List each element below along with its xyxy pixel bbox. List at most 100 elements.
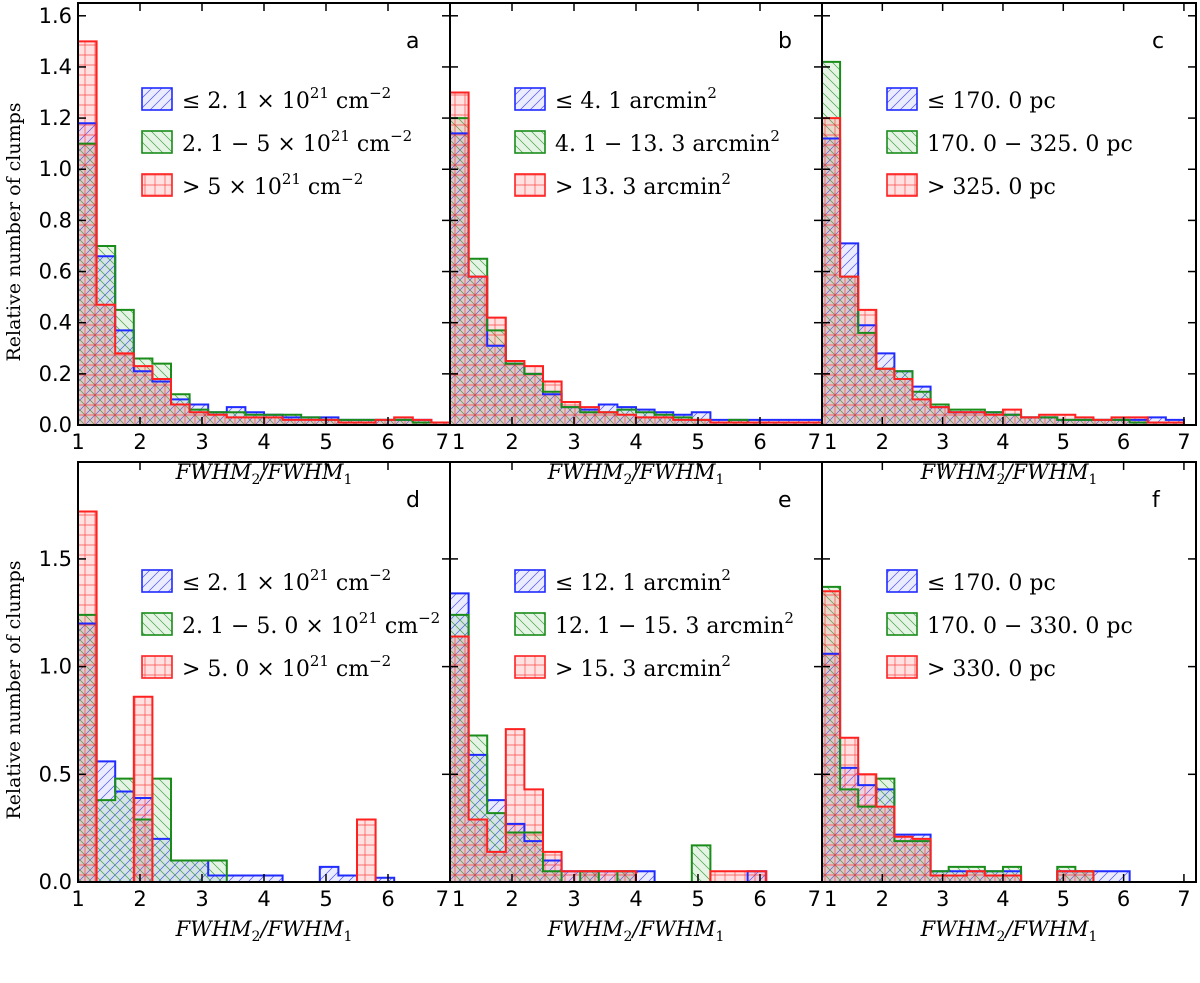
x-tick-label: 4 <box>996 430 1009 454</box>
x-tick-label: 3 <box>567 887 580 911</box>
x-tick-label: 4 <box>629 887 642 911</box>
bar-hatch-red <box>840 737 859 882</box>
x-axis-label: FWHM2/FWHM1 <box>547 460 725 488</box>
bar-hatch-red <box>912 399 931 425</box>
bar-hatch-red <box>930 875 949 882</box>
panel-a: 1 2 3 4 5 6 7 0.0 0.2 0.4 0.6 0.8 1.0 1.2 1.4 1.6 FWHM2/… <box>39 2 451 488</box>
legend-label: 2. 1 − 5 × 1021 cm−2 <box>182 127 412 157</box>
bar-hatch-red <box>133 696 153 882</box>
bar-hatch-red <box>617 871 636 882</box>
series-group <box>822 60 1185 425</box>
bar-hatch-red <box>673 419 692 425</box>
bar-hatch-blue <box>264 875 283 882</box>
x-tick-label: 5 <box>691 887 704 911</box>
panel-letter: c <box>1152 29 1164 54</box>
bar-hatch-red <box>394 417 413 425</box>
bar-hatch-red <box>729 422 748 425</box>
legend-swatch-red <box>886 655 918 679</box>
series-group <box>78 510 450 882</box>
legend-swatch-green <box>141 130 173 154</box>
x-tick-label: 7 <box>808 887 821 911</box>
legend-label: 4. 1 − 13. 3 arcmin2 <box>555 127 780 157</box>
x-tick-label: 1 <box>452 430 465 454</box>
bar-hatch-red <box>617 414 636 425</box>
x-axis-label: FWHM2/FWHM1 <box>175 917 353 945</box>
bar-hatch-green <box>152 778 171 882</box>
bar-hatch-red <box>876 368 895 425</box>
bar-hatch-red <box>78 41 97 425</box>
bar-hatch-red <box>966 412 985 425</box>
bar-hatch-red <box>636 417 655 425</box>
x-tick-label: 7 <box>1177 887 1190 911</box>
bar-hatch-green <box>691 845 711 882</box>
legend-label: 12. 1 − 15. 3 arcmin2 <box>555 609 794 639</box>
bar-hatch-red <box>357 422 376 425</box>
bar-hatch-red <box>468 276 488 425</box>
legend-swatch-red <box>141 173 173 197</box>
bar-hatch-red <box>747 871 767 882</box>
x-tick-label: 2 <box>133 430 146 454</box>
y-axis-label-top: Relative number of clumps <box>3 102 25 361</box>
x-tick-label: 1 <box>71 887 84 911</box>
series-outline-green <box>78 613 450 882</box>
bar-hatch-red <box>894 836 913 882</box>
x-tick-label: 2 <box>876 887 889 911</box>
bar-hatch-red <box>912 838 931 882</box>
legend-label: 2. 1 − 5. 0 × 1021 cm−2 <box>182 609 440 639</box>
series-group <box>450 91 822 425</box>
bar-hatch-red <box>524 366 543 425</box>
legend-swatch-blue <box>141 87 173 111</box>
x-axis-label: FWHM2/FWHM1 <box>547 917 725 945</box>
bar-hatch-green <box>189 860 209 882</box>
x-tick-label: 5 <box>1057 430 1070 454</box>
bar-hatch-red <box>505 729 525 882</box>
x-tick-label: 7 <box>808 430 821 454</box>
x-tick-label: 3 <box>195 430 208 454</box>
bar-hatch-blue <box>1093 871 1112 882</box>
bar-hatch-red <box>524 789 543 882</box>
bar-hatch-green <box>115 778 134 882</box>
bar-hatch-red <box>431 422 450 425</box>
legend-swatch-blue <box>886 569 918 593</box>
bar-hatch-red <box>264 417 283 425</box>
bar-hatch-red <box>338 422 357 425</box>
legend-swatch-green <box>514 612 546 636</box>
bar-hatch-red <box>803 422 822 425</box>
x-tick-label: 7 <box>436 887 449 911</box>
bar-hatch-blue <box>338 875 357 882</box>
x-tick-label: 2 <box>505 887 518 911</box>
y-tick-label: 1.0 <box>39 655 72 679</box>
bar-hatch-red <box>840 276 859 425</box>
bar-hatch-red <box>822 118 841 425</box>
panel-f: 1 2 3 4 5 6 7 FWHM2/FWHM1 f ≤ 170. 0 pc 170. 0 − 3… <box>821 461 1197 945</box>
legend-swatch-green <box>514 130 546 154</box>
x-tick-label: 2 <box>505 430 518 454</box>
bar-hatch-green <box>171 860 190 882</box>
bar-hatch-red <box>948 412 967 425</box>
bar-hatch-red <box>226 417 246 425</box>
y-tick-label: 0.5 <box>39 762 72 786</box>
bar-hatch-red <box>729 871 748 882</box>
bar-hatch-red <box>357 819 376 882</box>
x-axis-label: FWHM2/FWHM1 <box>175 460 353 488</box>
legend-label: ≤ 170. 0 pc <box>927 89 1056 114</box>
bar-hatch-red <box>543 381 562 425</box>
bar-hatch-red <box>1039 414 1058 425</box>
bar-hatch-red <box>450 92 469 425</box>
bar-hatch-red <box>189 412 209 425</box>
bar-hatch-red <box>948 875 967 882</box>
x-tick-label: 7 <box>436 430 449 454</box>
legend-swatch-red <box>886 173 918 197</box>
series-outline-red <box>822 590 1184 882</box>
bar-hatch-red <box>450 636 469 882</box>
x-tick-label: 4 <box>996 887 1009 911</box>
bar-hatch-green <box>96 800 116 882</box>
panel-letter: e <box>778 488 792 513</box>
bar-hatch-blue <box>636 871 655 882</box>
bar-hatch-red <box>984 414 1003 425</box>
axes-frame <box>821 2 1197 426</box>
bar-hatch-red <box>1021 417 1040 425</box>
bar-hatch-red <box>543 851 562 882</box>
bar-hatch-red <box>1165 422 1184 425</box>
bar-hatch-red <box>822 591 841 882</box>
